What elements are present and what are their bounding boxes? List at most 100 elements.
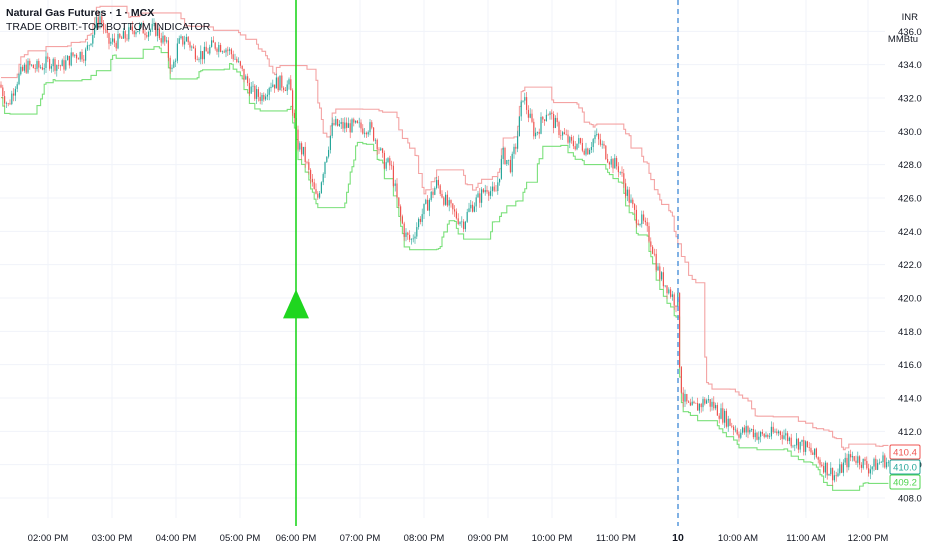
candle-body xyxy=(50,66,52,69)
candle-body xyxy=(383,152,385,169)
candle-body xyxy=(0,84,2,88)
candle-body xyxy=(522,100,524,102)
bottom-indicator-line xyxy=(1,46,889,491)
candle-body xyxy=(306,162,308,163)
candle-body xyxy=(279,75,281,91)
candle-body xyxy=(389,158,391,166)
candle-body xyxy=(202,51,204,60)
candle-body xyxy=(95,17,97,28)
x-tick-label: 10:00 PM xyxy=(532,533,573,544)
candle-body xyxy=(587,148,589,155)
candle-body xyxy=(655,253,657,271)
currency-label[interactable]: INR xyxy=(901,12,918,23)
candle-body xyxy=(612,159,614,169)
candle-body xyxy=(149,29,151,32)
candle-body xyxy=(117,33,119,49)
candle-body xyxy=(328,149,330,157)
candle-body xyxy=(509,159,511,173)
candle-body xyxy=(461,221,463,223)
candle-body xyxy=(497,182,499,191)
candle-body xyxy=(877,463,879,470)
candle-body xyxy=(212,40,214,43)
candle-body xyxy=(625,183,627,196)
candle-body xyxy=(709,399,711,407)
candle-body xyxy=(77,58,79,60)
candle-body xyxy=(401,216,403,224)
candle-body xyxy=(376,139,378,150)
candle-body xyxy=(533,121,535,137)
candle-body xyxy=(151,23,153,30)
candle-body xyxy=(772,426,774,433)
candle-body xyxy=(113,38,115,43)
indicator-name[interactable]: TRADE ORBIT:-TOP BOTTOM INDICATOR xyxy=(6,21,211,33)
candle-body xyxy=(691,401,693,406)
candle-body xyxy=(146,35,148,37)
candle-body xyxy=(729,418,731,426)
candle-body xyxy=(310,169,312,179)
candle-body xyxy=(54,59,56,71)
candle-body xyxy=(382,148,384,153)
candle-body xyxy=(668,289,670,294)
y-axis-ticks: 408.0410.0412.0414.0416.0418.0420.0422.0… xyxy=(898,27,922,505)
candle-body xyxy=(428,199,430,211)
candle-body xyxy=(85,49,87,61)
candle-body xyxy=(427,199,429,211)
candle-body xyxy=(43,68,45,70)
candle-body xyxy=(524,97,526,101)
top-indicator-line xyxy=(1,5,889,451)
candle-body xyxy=(182,36,184,45)
candle-body xyxy=(373,127,375,141)
candle-body xyxy=(16,84,18,89)
candle-body xyxy=(256,89,258,99)
currency-unit-block: INR MMBtu xyxy=(888,7,918,51)
candle-body xyxy=(398,197,400,207)
symbol-title[interactable]: Natural Gas Futures · 1 · MCX xyxy=(6,7,155,19)
candle-body xyxy=(520,101,522,117)
candle-body xyxy=(378,149,380,151)
candle-body xyxy=(549,112,551,115)
candle-body xyxy=(617,166,619,173)
candle-body xyxy=(410,239,412,240)
price-label-box xyxy=(889,459,921,475)
candle-body xyxy=(815,448,817,458)
candle-body xyxy=(67,55,69,61)
candle-body xyxy=(74,54,76,56)
candle-body xyxy=(673,294,675,306)
candle-body xyxy=(153,22,155,24)
candle-body xyxy=(23,64,25,71)
candle-body xyxy=(79,51,81,60)
candle-body xyxy=(810,447,812,453)
candle-body xyxy=(619,171,621,173)
candle-body xyxy=(236,58,238,62)
y-tick-label: 430.0 xyxy=(898,127,922,138)
candle-body xyxy=(254,85,256,99)
y-tick-label: 424.0 xyxy=(898,227,922,238)
candle-body xyxy=(360,122,362,129)
candle-body xyxy=(853,456,855,461)
candle-body xyxy=(148,31,150,37)
candle-body xyxy=(887,461,889,463)
candle-body xyxy=(580,138,582,144)
candle-body xyxy=(252,85,254,87)
candle-body xyxy=(450,200,452,204)
unit-label[interactable]: MMBtu xyxy=(887,34,918,45)
candle-body xyxy=(821,464,823,467)
candle-body xyxy=(7,103,9,104)
candle-body xyxy=(261,94,263,101)
candle-body xyxy=(704,399,706,404)
candle-body xyxy=(495,190,497,192)
candle-body xyxy=(281,75,283,88)
candle-body xyxy=(275,77,277,89)
candle-body xyxy=(859,456,861,465)
candle-body xyxy=(571,137,573,141)
candle-body xyxy=(567,134,569,143)
candle-body xyxy=(607,159,609,163)
candle-body xyxy=(594,134,596,140)
candle-body xyxy=(14,88,16,96)
candle-body xyxy=(41,67,43,70)
candle-body xyxy=(110,41,112,44)
candle-body xyxy=(547,114,549,116)
candle-body xyxy=(866,461,868,469)
candle-body xyxy=(535,132,537,137)
